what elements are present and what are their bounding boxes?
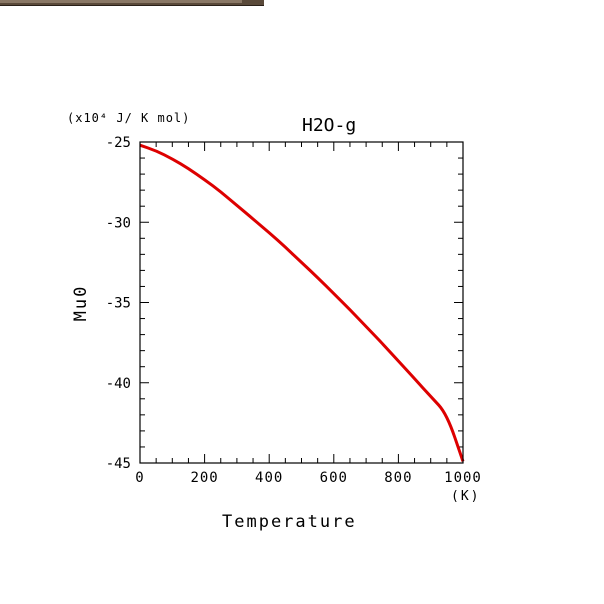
x-tick-label: 200	[190, 470, 218, 486]
plot-frame	[139, 141, 464, 464]
major-ticks	[139, 141, 464, 464]
y-tick-label: -25	[106, 135, 131, 151]
x-tick-label: 0	[135, 470, 144, 486]
y-tick-labels: -25 -30 -35 -40 -45	[106, 135, 131, 472]
chart-title: H2O-g	[302, 115, 356, 136]
minor-ticks	[140, 142, 463, 463]
x-tick-label: 400	[255, 470, 283, 486]
window-titlebar[interactable]	[0, 0, 264, 6]
x-tick-label: 800	[384, 470, 412, 486]
y-tick-label: -30	[106, 215, 131, 231]
x-tick-labels: 0 200 400 600 800 1000	[135, 470, 482, 486]
x-unit-label: (K)	[451, 489, 480, 504]
x-tick-label: 1000	[444, 470, 482, 486]
series-line	[139, 143, 465, 462]
y-tick-label: -40	[106, 376, 131, 392]
y-unit-label: (x10⁴ J/ K mol)	[67, 111, 190, 125]
y-tick-label: -35	[106, 296, 131, 312]
x-axis-label: Temperature	[222, 512, 357, 532]
y-axis-label: Mu0	[71, 285, 91, 322]
y-tick-label: -45	[106, 456, 131, 472]
titlebar-highlight	[0, 0, 242, 3]
x-tick-label: 600	[320, 470, 348, 486]
